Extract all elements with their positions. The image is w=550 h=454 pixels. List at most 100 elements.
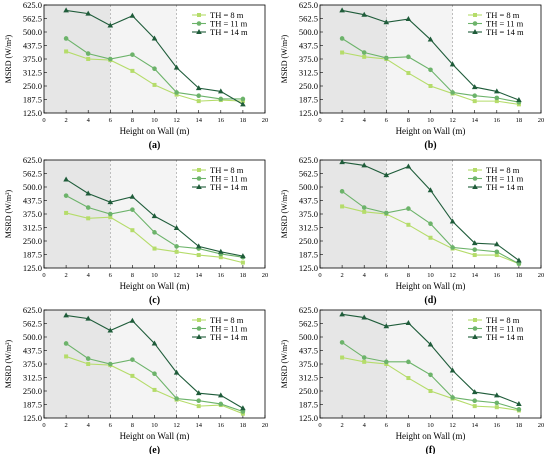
y-tick-label: 125.0: [299, 108, 318, 118]
y-tick-label: 562.5: [23, 169, 42, 179]
y-tick-label: 125.0: [299, 263, 318, 273]
x-tick-label: 0: [318, 422, 321, 429]
legend-label: TH = 14 m: [486, 27, 524, 37]
y-tick-label: 375.0: [23, 359, 42, 369]
data-point: [240, 96, 246, 102]
x-tick-label: 4: [363, 422, 367, 429]
shaded-region: [44, 5, 111, 113]
x-tick-label: 4: [363, 117, 367, 124]
data-point: [151, 35, 158, 41]
y-tick-label: 625.0: [299, 305, 318, 315]
data-point: [129, 12, 136, 18]
data-point: [85, 205, 91, 210]
data-point: [195, 85, 202, 91]
data-point: [428, 67, 433, 73]
data-point: [173, 64, 180, 70]
y-tick-label: 562.5: [23, 14, 42, 24]
x-tick-label: 2: [64, 422, 67, 429]
data-point: [218, 392, 224, 398]
data-point: [384, 359, 389, 365]
y-tick-label: 375.0: [23, 209, 42, 219]
y-axis-label: MSRD (W/m²): [280, 34, 289, 83]
legend-label: TH = 8 m: [210, 165, 244, 175]
data-point: [428, 84, 433, 88]
data-point: [516, 257, 522, 263]
data-point: [516, 97, 522, 103]
x-tick-label: 8: [407, 272, 410, 279]
panel-label: (b): [424, 140, 436, 151]
x-tick-label: 18: [516, 272, 523, 279]
x-tick-label: 6: [109, 422, 113, 429]
data-point: [449, 367, 456, 373]
y-tick-label: 500.0: [23, 332, 42, 342]
x-axis-label: Height on Wall (m): [396, 126, 466, 136]
data-point: [107, 199, 114, 205]
data-point: [428, 389, 433, 393]
data-point: [361, 162, 367, 168]
y-tick-label: 437.5: [299, 346, 318, 356]
x-tick-label: 20: [262, 117, 269, 124]
y-tick-label: 312.5: [23, 223, 42, 233]
x-tick-label: 12: [173, 117, 180, 124]
x-tick-label: 8: [131, 422, 134, 429]
y-tick-label: 375.0: [23, 54, 42, 64]
x-tick-label: 16: [218, 272, 225, 279]
data-point: [107, 22, 114, 28]
data-point: [130, 357, 135, 362]
data-point: [63, 312, 69, 318]
panel-label: (f): [426, 445, 436, 454]
x-tick-label: 2: [64, 117, 67, 124]
x-tick-label: 16: [494, 272, 501, 279]
data-point: [174, 244, 179, 249]
legend-marker: [473, 318, 477, 322]
y-tick-label: 437.5: [299, 196, 318, 206]
data-point: [361, 355, 367, 360]
data-point: [472, 398, 478, 404]
x-axis-label: Height on Wall (m): [120, 431, 190, 441]
x-tick-label: 2: [340, 422, 343, 429]
y-tick-label: 312.5: [23, 68, 42, 78]
legend-label: TH = 14 m: [486, 182, 524, 192]
y-tick-label: 187.5: [299, 95, 318, 105]
data-point: [494, 253, 499, 258]
x-tick-label: 20: [538, 272, 545, 279]
y-tick-label: 187.5: [299, 400, 318, 410]
y-tick-label: 437.5: [23, 41, 42, 51]
y-tick-label: 562.5: [299, 14, 318, 24]
data-point: [450, 395, 455, 400]
x-tick-label: 2: [64, 272, 67, 279]
x-tick-label: 6: [385, 422, 389, 429]
x-tick-label: 10: [151, 117, 158, 124]
data-point: [196, 398, 201, 404]
data-point: [174, 90, 179, 95]
data-point: [472, 93, 478, 99]
y-tick-label: 187.5: [23, 400, 42, 410]
data-point: [218, 96, 224, 102]
x-tick-label: 16: [494, 422, 501, 429]
x-tick-label: 6: [385, 272, 389, 279]
legend-marker: [197, 13, 201, 17]
y-tick-label: 125.0: [23, 263, 42, 273]
chart-panel: 125.0 187.5 250.0 312.5 375.0 437.5 500.0 562.5…: [4, 305, 268, 454]
x-axis-label: Height on Wall (m): [396, 281, 466, 291]
data-point: [218, 248, 224, 254]
x-tick-label: 12: [449, 117, 456, 124]
data-point: [472, 247, 478, 252]
shaded-region: [320, 5, 387, 113]
x-tick-label: 4: [363, 272, 367, 279]
x-axis-label: Height on Wall (m): [120, 281, 190, 291]
x-tick-label: 18: [240, 272, 247, 279]
data-point: [339, 189, 345, 194]
shaded-region: [386, 160, 453, 268]
x-tick-label: 18: [516, 422, 523, 429]
x-tick-label: 6: [109, 272, 113, 279]
x-tick-label: 0: [318, 117, 321, 124]
y-tick-label: 375.0: [299, 209, 318, 219]
legend-marker: [196, 176, 202, 181]
data-point: [107, 327, 114, 333]
data-point: [362, 209, 367, 214]
x-tick-label: 18: [516, 117, 523, 124]
x-tick-label: 14: [195, 272, 202, 279]
data-point: [108, 211, 113, 217]
x-tick-label: 10: [427, 422, 434, 429]
